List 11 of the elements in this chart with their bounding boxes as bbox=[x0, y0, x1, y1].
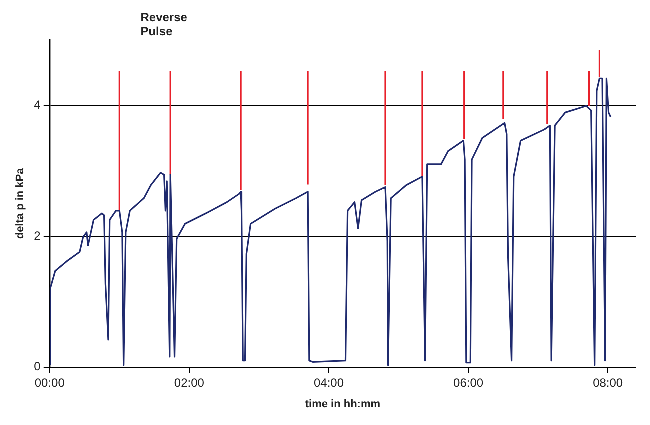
x-tick-label: 06:00 bbox=[454, 376, 484, 390]
x-tick-label: 02:00 bbox=[174, 376, 205, 390]
x-axis-title: time in hh:mm bbox=[305, 398, 381, 410]
text: Reverse Pulse bbox=[140, 10, 188, 38]
x-tick-label: 04:00 bbox=[314, 376, 344, 390]
y-tick-label: 2 bbox=[34, 228, 42, 243]
y-tick-label: 0 bbox=[34, 360, 42, 374]
x-tick-label: 08:00 bbox=[593, 376, 624, 390]
x-tick-label: 00:00 bbox=[34, 376, 66, 390]
y-axis-title: delta p in kPa bbox=[14, 167, 27, 240]
y-tick-label: 4 bbox=[34, 98, 42, 112]
